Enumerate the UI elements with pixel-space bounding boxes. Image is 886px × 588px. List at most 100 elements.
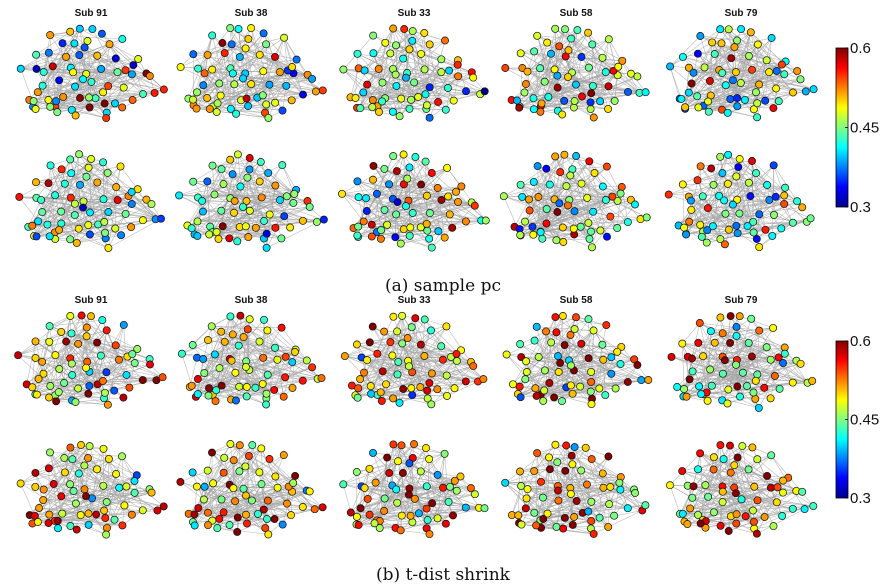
network-edge	[520, 184, 564, 243]
network-edge	[426, 214, 450, 225]
network-node	[395, 112, 404, 121]
subject-title: Sub 38	[235, 8, 268, 19]
network-node	[194, 64, 203, 73]
network-edge	[59, 368, 89, 394]
network-node	[751, 376, 760, 385]
network-node	[118, 35, 127, 43]
network-node	[595, 384, 604, 393]
network-edge	[41, 361, 73, 401]
network-node	[762, 56, 771, 65]
network-edge	[76, 234, 122, 244]
network-edge	[383, 331, 422, 345]
network-node	[122, 482, 131, 491]
network-edge	[378, 28, 394, 70]
network-edge	[252, 444, 315, 510]
network-edge	[53, 445, 90, 485]
network-edge	[53, 483, 120, 488]
network-node	[681, 103, 690, 112]
network-node	[291, 471, 300, 480]
network-node	[678, 52, 687, 61]
network-node	[768, 231, 777, 240]
network-edge	[212, 444, 253, 484]
network-node	[570, 207, 579, 216]
network-edge	[198, 503, 288, 509]
network-edge	[204, 357, 264, 374]
network-edge	[546, 42, 594, 87]
network-node	[753, 99, 762, 108]
network-node	[31, 468, 40, 477]
network-node	[637, 376, 646, 385]
network-node	[571, 80, 580, 89]
network-edge	[709, 342, 749, 370]
network-node	[422, 101, 431, 110]
network-node	[363, 80, 372, 89]
network-node	[752, 88, 760, 97]
network-node	[239, 74, 248, 83]
network-edge	[703, 70, 777, 107]
network-node	[282, 81, 291, 90]
network-node	[405, 163, 414, 172]
network-node	[67, 359, 76, 368]
network-edge	[35, 107, 90, 110]
network-node	[32, 232, 41, 241]
network-node	[256, 158, 265, 166]
network-edge	[669, 28, 721, 67]
network-node	[558, 223, 567, 232]
network-node	[271, 223, 280, 232]
network-edge	[384, 199, 442, 211]
network-node	[604, 104, 613, 113]
network-edge	[268, 172, 295, 195]
network-plot	[499, 150, 651, 252]
network-node	[551, 152, 560, 161]
network-node	[427, 400, 436, 409]
network-node	[748, 157, 756, 165]
network-node	[513, 96, 521, 105]
network-node	[31, 105, 40, 113]
network-node	[60, 454, 69, 462]
network-edge	[49, 341, 73, 376]
network-node	[682, 230, 691, 239]
network-node	[715, 191, 724, 200]
network-edge	[181, 353, 192, 386]
network-node	[718, 369, 727, 378]
network-node	[356, 104, 365, 113]
network-node	[716, 313, 725, 322]
network-edge	[711, 42, 737, 73]
network-node	[554, 352, 562, 361]
network-node	[245, 315, 254, 324]
panel-t-dist-shrink: Sub 91 Sub 38 Sub 33 Sub 58 Sub 790.60.450.3	[14, 295, 879, 539]
network-node	[281, 373, 290, 382]
network-node	[175, 191, 184, 200]
network-node	[138, 376, 147, 385]
network-node	[678, 339, 687, 348]
network-edge	[536, 35, 563, 115]
network-node	[208, 448, 216, 457]
network-node	[44, 96, 53, 104]
network-node	[111, 341, 120, 350]
network-node	[85, 381, 94, 390]
network-node	[177, 349, 186, 358]
network-edge	[103, 487, 120, 511]
network-edge	[393, 28, 430, 45]
network-edge	[682, 322, 701, 344]
network-node	[733, 36, 742, 45]
network-edge	[282, 164, 297, 190]
network-node	[703, 226, 712, 235]
network-node	[411, 153, 420, 161]
network-node	[695, 382, 704, 391]
network-edge	[363, 195, 428, 222]
network-node	[733, 382, 742, 391]
network-node	[408, 36, 417, 45]
network-node	[452, 187, 460, 196]
network-node	[461, 377, 470, 386]
network-node	[217, 381, 226, 390]
network-node	[200, 69, 209, 78]
network-node	[726, 338, 735, 347]
network-edge	[248, 227, 276, 238]
network-node	[533, 31, 542, 40]
network-edge	[703, 231, 757, 240]
network-edge	[412, 30, 446, 41]
network-node	[385, 180, 394, 189]
network-node	[523, 67, 532, 76]
network-edge	[689, 184, 768, 222]
